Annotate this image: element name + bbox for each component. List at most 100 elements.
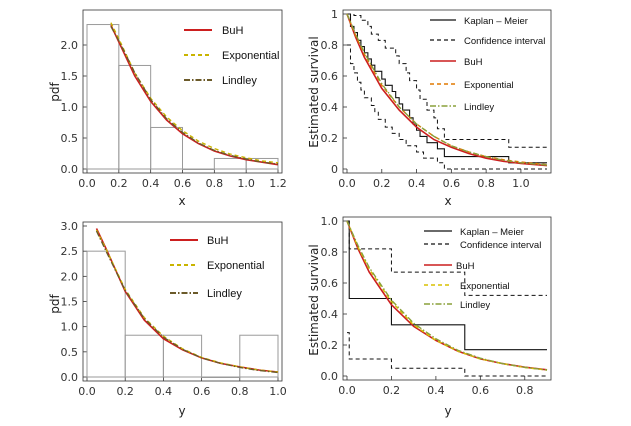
y-tick-label: 0 [331, 163, 338, 176]
panel-survival-x: 0.0 0.2 0.4 0.6 0.8 1.0 0 0.2 0.4 0.6 0.8 1 Estimat… [307, 8, 552, 208]
series-line-lindley [95, 230, 279, 374]
legend-label-confidence-interval: Confidence interval [464, 36, 545, 47]
x-axis-label: y [178, 404, 185, 418]
y-tick-label: 0.5 [61, 132, 79, 145]
y-axis-label: pdf [48, 82, 62, 102]
x-tick-label: 0.0 [78, 177, 96, 190]
y-tick-label: 0.8 [321, 39, 339, 52]
histogram-bar [86, 24, 120, 170]
legend-label-lindley: Lindley [222, 75, 257, 87]
x-tick-label: 0.0 [78, 385, 96, 398]
legend-label-exponential: Exponential [207, 260, 265, 272]
y-tick-label: 0.0 [61, 163, 79, 176]
y-tick-label: 0.8 [321, 246, 339, 259]
legend-label-kaplan-meier: Kaplan – Meier [460, 227, 524, 238]
series-line-exponential [346, 220, 548, 371]
x-tick-label: 0.2 [383, 384, 401, 397]
legend: BuH Exponential Lindley [184, 25, 280, 87]
x-tick-label: 0.8 [231, 385, 249, 398]
x-tick-label: 0.2 [373, 177, 391, 190]
histogram-bar [201, 376, 241, 378]
x-tick-label: 0.6 [443, 177, 461, 190]
histogram-bar [162, 334, 203, 378]
kaplan-meier-line [347, 220, 547, 351]
y-tick-label: 1.5 [61, 70, 79, 83]
x-axis-label: y [444, 404, 451, 418]
legend-label-exponential: Exponential [464, 80, 514, 91]
x-tick-label: 0.4 [155, 385, 173, 398]
plot-area: 0.0 0.2 0.4 0.6 0.8 0.0 0.2 0.4 0.6 0.8 1.0 [321, 215, 548, 397]
legend-label-buh: BuH [464, 57, 483, 68]
x-tick-label: 1.0 [237, 177, 255, 190]
y-tick-label: 1.0 [61, 101, 79, 114]
series-line-lindley [346, 13, 548, 166]
histogram-bar [118, 64, 152, 170]
x-tick-label: 0.8 [516, 384, 534, 397]
legend: Kaplan – Meier Confidence interval BuH E… [430, 16, 545, 113]
legend-label-lindley: Lindley [207, 288, 242, 300]
y-tick-label: 1.0 [321, 215, 339, 228]
x-tick-label: 0.6 [472, 384, 490, 397]
histogram-bar [182, 168, 215, 170]
x-tick-label: 1.0 [512, 177, 530, 190]
x-tick-label: 0.2 [116, 385, 134, 398]
y-axis-label: pdf [48, 294, 62, 314]
y-tick-label: 1.5 [61, 296, 79, 309]
x-tick-label: 0.6 [193, 385, 211, 398]
plot-frame [82, 221, 283, 382]
plot-area: 0.0 0.2 0.4 0.6 0.8 1.0 0 0.2 0.4 0.6 0.8 1 [321, 8, 548, 190]
legend-label-confidence-interval: Confidence interval [460, 240, 541, 251]
y-tick-label: 0.2 [321, 132, 339, 145]
y-axis-label: Estimated survival [307, 244, 321, 355]
legend: BuH Exponential Lindley [170, 235, 265, 300]
panel-pdf-x: 0.0 0.2 0.4 0.6 0.8 1.0 1.2 0.0 0.5 1.0 1.5 2.0 pdf… [48, 9, 287, 208]
y-tick-label: 3.0 [61, 220, 79, 233]
x-tick-label: 0.8 [477, 177, 495, 190]
series-line-buh [346, 13, 548, 167]
legend-label-exponential: Exponential [460, 281, 510, 292]
x-tick-label: 0.4 [142, 177, 160, 190]
plot-area: 0.0 0.2 0.4 0.6 0.8 1.0 1.2 0.0 0.5 1.0 1.5 2.0 [61, 22, 287, 190]
y-tick-label: 2.5 [61, 245, 79, 258]
y-tick-label: 0.6 [321, 277, 339, 290]
y-tick-label: 0.0 [61, 371, 79, 384]
x-axis-label: x [444, 194, 451, 208]
series-line-lindley [346, 220, 548, 371]
legend-label-kaplan-meier: Kaplan – Meier [464, 16, 528, 27]
legend-label-buh: BuH [456, 261, 475, 272]
plot-frame [342, 9, 552, 174]
kaplan-meier-line [347, 13, 547, 164]
y-tick-label: 0.4 [321, 101, 339, 114]
x-tick-label: 0.0 [338, 384, 356, 397]
y-tick-label: 1.0 [61, 321, 79, 334]
series-line-buh [346, 220, 548, 371]
x-tick-label: 0.4 [427, 384, 445, 397]
y-tick-label: 0.6 [321, 70, 339, 83]
histogram-bar [86, 250, 126, 378]
y-tick-label: 0.2 [321, 339, 339, 352]
legend-label-lindley: Lindley [460, 300, 490, 311]
y-axis-label: Estimated survival [307, 36, 321, 147]
legend-label-exponential: Exponential [222, 50, 280, 62]
y-tick-label: 0.5 [61, 346, 79, 359]
series-line-lindley [110, 26, 279, 165]
x-tick-label: 0.6 [174, 177, 192, 190]
panel-survival-y: 0.0 0.2 0.4 0.6 0.8 0.0 0.2 0.4 0.6 0.8 1.0 Estima… [307, 215, 552, 418]
panel-pdf-y: 0.0 0.2 0.4 0.6 0.8 1.00.00.51.01.52.02.53.0 … [48, 220, 287, 418]
y-tick-label: 0.0 [321, 370, 339, 383]
plot-frame [82, 9, 283, 174]
plot-frame [342, 216, 552, 381]
histogram-bar [213, 157, 247, 170]
x-tick-label: 0.8 [206, 177, 224, 190]
legend-label-buh: BuH [222, 25, 243, 37]
histogram-bar [150, 126, 184, 170]
histogram-bar [239, 334, 279, 378]
x-axis-label: x [178, 194, 185, 208]
y-tick-label: 2.0 [61, 270, 79, 283]
x-tick-label: 0.0 [338, 177, 356, 190]
x-tick-label: 0.4 [408, 177, 426, 190]
ci-upper-line [347, 13, 547, 148]
ci-lower-line [347, 44, 547, 170]
x-tick-label: 0.2 [110, 177, 128, 190]
